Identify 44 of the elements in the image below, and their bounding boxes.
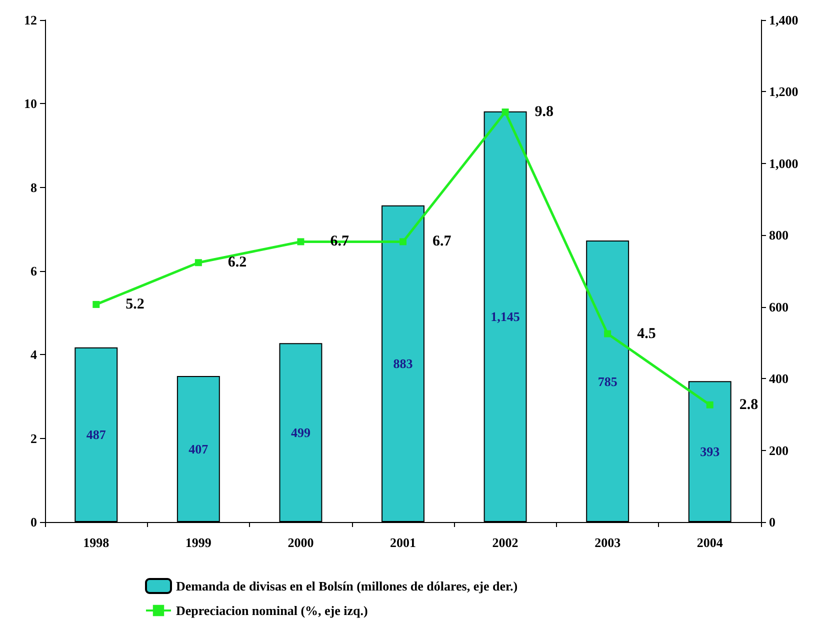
legend-label: Depreciacion nominal (%, eje izq.) xyxy=(176,603,368,618)
data-label: 2.8 xyxy=(739,396,758,413)
y2-tick-label: 1,000 xyxy=(769,156,798,171)
data-label: 9.8 xyxy=(534,104,554,120)
y-tick-label: 4 xyxy=(30,347,38,362)
point xyxy=(604,330,612,338)
data-label: 487 xyxy=(86,427,106,442)
y-tick-label: 10 xyxy=(24,96,37,112)
data-label: 6.7 xyxy=(432,234,452,250)
x-tick-label: 2001 xyxy=(390,535,416,550)
y2-tick-label: 600 xyxy=(769,299,788,314)
data-label: 5.2 xyxy=(126,296,144,312)
y2-tick-label: 1,400 xyxy=(769,12,798,28)
y2-tick-label: 1,200 xyxy=(769,84,798,100)
x-tick-label: 2004 xyxy=(696,535,724,550)
y-tick-label: 0 xyxy=(30,514,37,530)
point xyxy=(706,401,714,408)
x-tick-label: 2003 xyxy=(594,535,622,550)
legend-label: Demanda de divisas en el Bolsín (millones de dólares, eje der.) xyxy=(176,578,518,594)
data-label: 6.2 xyxy=(228,254,247,271)
y-tick-label: 6 xyxy=(30,264,38,278)
data-label: 499 xyxy=(290,425,311,440)
data-label: 883 xyxy=(393,356,414,372)
y2-tick-label: 200 xyxy=(769,442,788,458)
point xyxy=(194,259,202,266)
data-label: 1,145 xyxy=(490,309,520,324)
point xyxy=(400,238,406,246)
y2-tick-label: 0 xyxy=(769,514,776,530)
y2-tick-label: 400 xyxy=(769,371,788,386)
point xyxy=(92,300,100,308)
x-tick-label: 1998 xyxy=(83,535,110,550)
x-tick-label: 1999 xyxy=(185,535,212,550)
x-tick-label: 2000 xyxy=(288,535,314,550)
x-tick-label: 2002 xyxy=(492,535,518,550)
y2-tick-label: 800 xyxy=(769,228,788,243)
data-label: 785 xyxy=(598,374,618,389)
data-label: 393 xyxy=(700,444,720,460)
point xyxy=(297,238,304,246)
y-tick-label: 2 xyxy=(30,430,37,446)
data-label: 407 xyxy=(188,442,209,457)
y-tick-label: 12 xyxy=(24,12,37,28)
data-label: 4.5 xyxy=(637,326,656,342)
point xyxy=(502,108,509,116)
y-tick-label: 8 xyxy=(30,180,38,195)
